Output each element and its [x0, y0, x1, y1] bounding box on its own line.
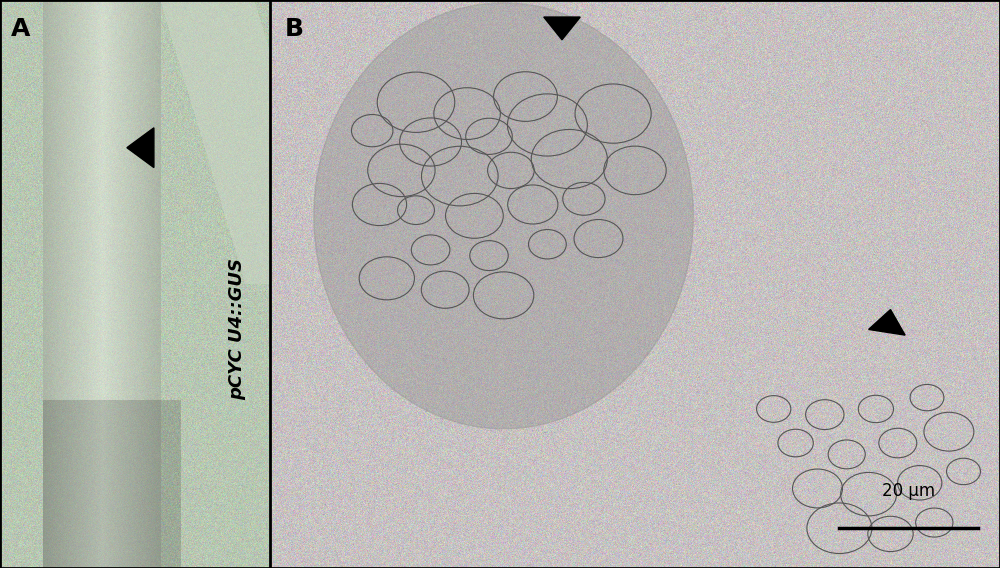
Text: 20 μm: 20 μm — [882, 482, 935, 500]
Ellipse shape — [314, 3, 693, 429]
Text: B: B — [285, 17, 304, 41]
Polygon shape — [869, 310, 905, 335]
Polygon shape — [127, 128, 154, 168]
Text: A: A — [11, 17, 30, 41]
Polygon shape — [544, 17, 580, 40]
Text: pCYC U4::GUS: pCYC U4::GUS — [229, 258, 247, 400]
